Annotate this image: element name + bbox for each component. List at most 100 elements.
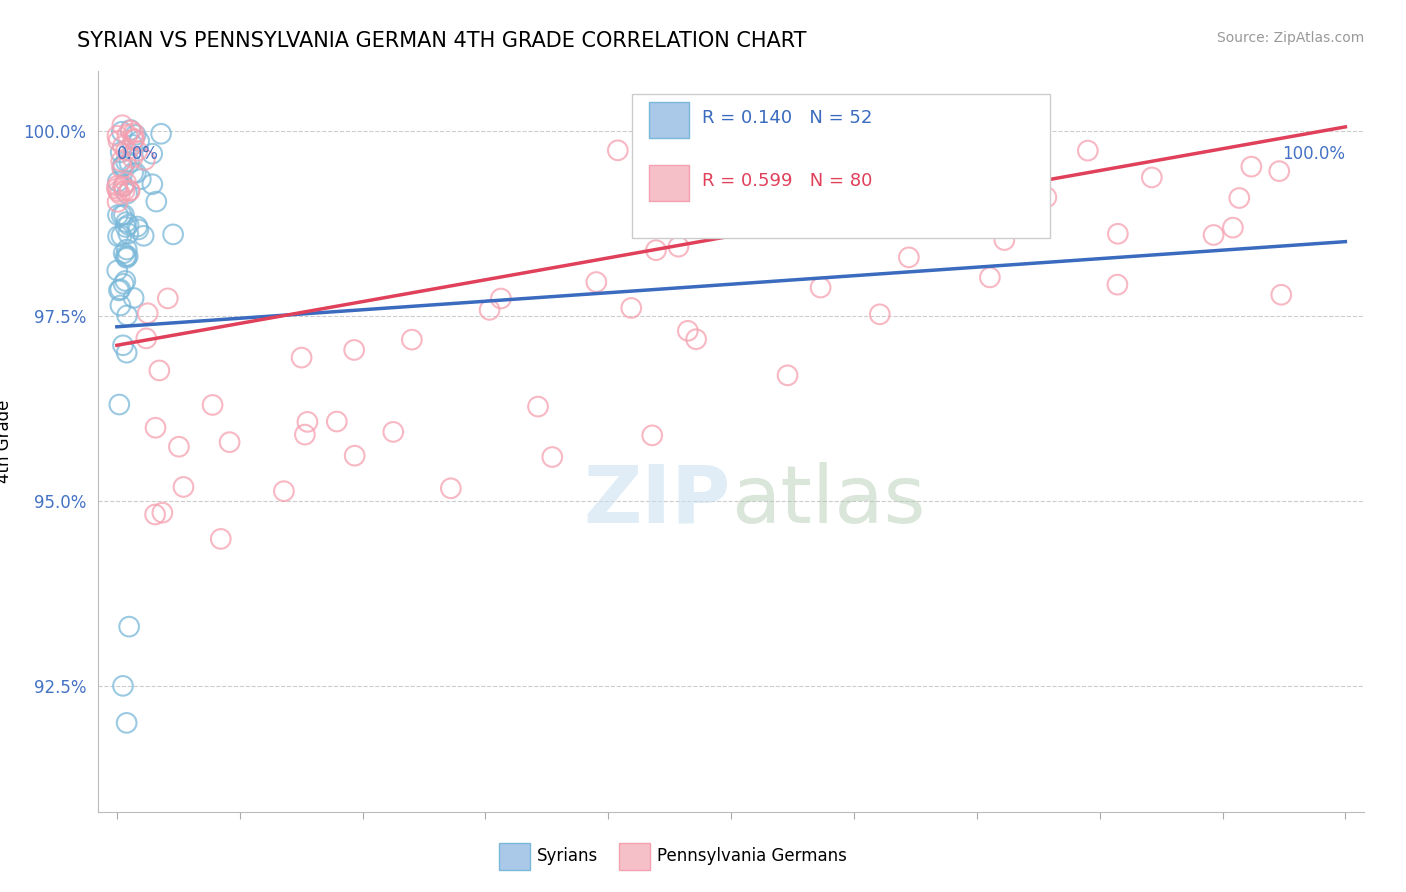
- Point: [478, 302, 501, 317]
- Point: [294, 427, 316, 442]
- Point: [112, 277, 135, 291]
- Point: [115, 175, 138, 189]
- Point: [107, 229, 129, 244]
- Text: R = 0.599   N = 80: R = 0.599 N = 80: [702, 172, 872, 190]
- Point: [136, 306, 159, 320]
- Point: [111, 118, 134, 132]
- Point: [115, 154, 138, 169]
- Point: [343, 449, 366, 463]
- Text: Source: ZipAtlas.com: Source: ZipAtlas.com: [1216, 31, 1364, 45]
- Point: [173, 480, 195, 494]
- Point: [869, 307, 891, 321]
- Point: [489, 292, 512, 306]
- Point: [132, 228, 155, 243]
- Text: ZIP: ZIP: [583, 462, 731, 540]
- Point: [115, 345, 138, 359]
- Point: [1240, 160, 1263, 174]
- Point: [110, 298, 132, 312]
- Point: [114, 249, 136, 263]
- Point: [107, 208, 129, 222]
- Point: [297, 415, 319, 429]
- Point: [112, 208, 135, 222]
- Text: 0.0%: 0.0%: [117, 145, 159, 162]
- Point: [343, 343, 366, 357]
- Point: [127, 144, 149, 158]
- Point: [117, 227, 139, 241]
- Text: Pennsylvania Germans: Pennsylvania Germans: [657, 847, 846, 865]
- Point: [209, 532, 232, 546]
- Text: SYRIAN VS PENNSYLVANIA GERMAN 4TH GRADE CORRELATION CHART: SYRIAN VS PENNSYLVANIA GERMAN 4TH GRADE …: [77, 31, 807, 51]
- Point: [118, 155, 141, 169]
- Point: [111, 338, 134, 352]
- Point: [114, 219, 136, 234]
- Point: [112, 246, 135, 260]
- Text: R = 0.140   N = 52: R = 0.140 N = 52: [702, 109, 872, 127]
- Point: [117, 218, 139, 232]
- Point: [290, 351, 312, 365]
- Point: [115, 243, 138, 257]
- Point: [107, 184, 129, 198]
- Y-axis label: 4th Grade: 4th Grade: [0, 400, 13, 483]
- Text: atlas: atlas: [731, 462, 925, 540]
- Point: [120, 123, 142, 137]
- Point: [326, 415, 349, 429]
- Point: [401, 333, 423, 347]
- Point: [121, 137, 143, 152]
- Point: [114, 274, 136, 288]
- Point: [114, 184, 136, 198]
- Point: [1107, 227, 1129, 241]
- Point: [1268, 164, 1291, 178]
- Point: [541, 450, 564, 464]
- Point: [141, 178, 163, 192]
- Point: [118, 620, 141, 634]
- Point: [111, 139, 134, 153]
- Point: [115, 186, 138, 201]
- Point: [107, 194, 129, 209]
- Point: [117, 249, 139, 263]
- Point: [122, 166, 145, 180]
- Point: [201, 398, 224, 412]
- Point: [105, 181, 128, 195]
- Point: [122, 291, 145, 305]
- Point: [1004, 186, 1026, 200]
- Point: [115, 144, 138, 158]
- Point: [641, 428, 664, 442]
- Point: [105, 178, 128, 193]
- Point: [118, 184, 141, 198]
- Point: [716, 213, 738, 227]
- Point: [110, 228, 132, 243]
- Point: [115, 309, 138, 323]
- Point: [440, 481, 463, 495]
- Point: [810, 280, 832, 294]
- Point: [117, 128, 139, 142]
- Point: [1270, 287, 1292, 301]
- Point: [150, 506, 173, 520]
- Point: [118, 184, 141, 198]
- Point: [111, 161, 134, 176]
- Point: [112, 159, 135, 173]
- Point: [145, 421, 167, 435]
- Point: [107, 134, 129, 148]
- Point: [110, 282, 132, 296]
- Point: [110, 154, 132, 169]
- Point: [785, 186, 807, 200]
- Point: [122, 132, 145, 146]
- Point: [273, 484, 295, 499]
- Point: [129, 172, 152, 186]
- Point: [143, 508, 166, 522]
- Point: [145, 194, 167, 209]
- Point: [606, 144, 628, 158]
- Point: [111, 160, 134, 174]
- Point: [1227, 191, 1250, 205]
- Point: [993, 233, 1015, 247]
- Point: [979, 270, 1001, 285]
- Point: [1222, 220, 1244, 235]
- FancyBboxPatch shape: [648, 165, 689, 201]
- Point: [897, 250, 920, 264]
- Point: [108, 398, 131, 412]
- Point: [620, 301, 643, 315]
- Point: [115, 215, 138, 229]
- Point: [645, 243, 668, 257]
- Point: [162, 227, 184, 242]
- Point: [112, 179, 135, 194]
